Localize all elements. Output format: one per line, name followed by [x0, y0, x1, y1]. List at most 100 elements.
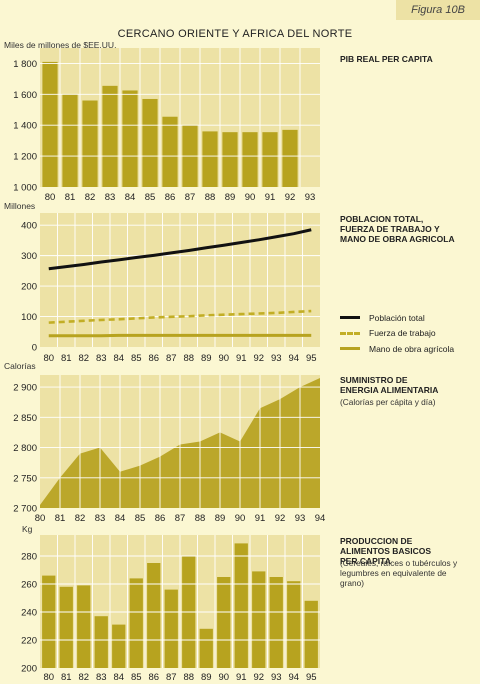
chart3-xtick-label-91: 91: [255, 513, 266, 524]
chart3-xtick-label-93: 93: [295, 513, 306, 524]
chart1-xtick-label-82: 82: [85, 192, 96, 203]
chart1-bar-82: [82, 100, 98, 187]
chart2-xtick-label-92: 92: [253, 353, 264, 364]
chart4-bar-81: [59, 586, 73, 668]
chart1-xtick-label-90: 90: [245, 192, 256, 203]
legend-item-population: Población total: [340, 310, 454, 326]
chart2-legend: Población total Fuerza de trabajo Mano d…: [340, 310, 454, 357]
chart4-subtitle: (Cereales, raíces o tubérculos y legumbr…: [340, 558, 458, 588]
chart3-subtitle: (Calorías per cápita y día): [340, 397, 436, 407]
chart4-xtick-label-90: 90: [218, 672, 229, 683]
chart3-xtick-label-83: 83: [95, 513, 106, 524]
chart2-xtick-label-80: 80: [43, 353, 54, 364]
chart3-ytick-label: 2 900: [13, 383, 37, 394]
legend-item-labor: Fuerza de trabajo: [340, 326, 454, 342]
chart4-ytick-label: 280: [21, 552, 37, 563]
chart4-bar-93: [269, 577, 283, 668]
chart2-xtick-label-93: 93: [271, 353, 282, 364]
chart4-ytick-label: 200: [21, 664, 37, 675]
chart1-xtick-label-91: 91: [265, 192, 276, 203]
chart2-xtick-label-91: 91: [236, 353, 247, 364]
chart2-xtick-label-86: 86: [148, 353, 159, 364]
chart3-xtick-label-94: 94: [315, 513, 326, 524]
chart4-xtick-label-92: 92: [253, 672, 264, 683]
chart1-ytick-label: 1 000: [13, 183, 37, 194]
page-title: CERCANO ORIENTE Y AFRICA DEL NORTE: [117, 28, 353, 40]
chart1-xtick-label-84: 84: [125, 192, 136, 203]
chart2-xtick-label-81: 81: [61, 353, 72, 364]
chart4-bar-83: [94, 616, 108, 668]
chart3-xtick-label-80: 80: [35, 513, 46, 524]
chart3-ytick-label: 2 750: [13, 473, 37, 484]
chart1-title: PIB REAL PER CAPITA: [340, 54, 433, 64]
chart3-xtick-label-85: 85: [135, 513, 146, 524]
chart1-bar-80: [42, 61, 58, 187]
chart2-line-labor: [48, 309, 312, 324]
chart2-ytick-label: 400: [21, 221, 37, 232]
chart4-xtick-label-84: 84: [113, 672, 124, 683]
chart3-xtick-label-86: 86: [155, 513, 166, 524]
chart2-title: POBLACION TOTAL, FUERZA DE TRABAJO Y MAN…: [340, 214, 455, 244]
chart2-xtick-label-82: 82: [78, 353, 89, 364]
chart4-xtick-label-80: 80: [43, 672, 54, 683]
chart1-xtick-label-89: 89: [225, 192, 236, 203]
chart1-bar-83: [102, 85, 118, 187]
chart3-xtick-label-88: 88: [195, 513, 206, 524]
chart4-bar-91: [234, 543, 248, 668]
chart4-bar-85: [129, 578, 143, 668]
chart2-xtick-label-83: 83: [96, 353, 107, 364]
chart1-xtick-label-81: 81: [65, 192, 76, 203]
figure-label: Figura 10B: [396, 0, 480, 20]
chart4-ytick-label: 260: [21, 580, 37, 591]
chart3-xtick-label-89: 89: [215, 513, 226, 524]
chart4-bar-90: [217, 577, 231, 668]
chart1-xtick-label-83: 83: [105, 192, 116, 203]
chart1-ytick-label: 1 800: [13, 59, 37, 70]
chart3-xtick-label-92: 92: [275, 513, 286, 524]
chart2-ytick-label: 200: [21, 282, 37, 293]
chart1-bar-89: [222, 132, 238, 187]
chart2-xtick-label-94: 94: [288, 353, 299, 364]
chart4-bar-84: [112, 624, 126, 668]
chart1-xtick-label-80: 80: [45, 192, 56, 203]
chart4-bar-89: [199, 628, 213, 668]
chart4-xtick-label-89: 89: [201, 672, 212, 683]
chart4-xtick-label-91: 91: [236, 672, 247, 683]
chart4-xtick-label-88: 88: [183, 672, 194, 683]
chart1-bar-85: [142, 98, 158, 187]
legend-label-agri: Mano de obra agrícola: [369, 343, 455, 354]
chart4-bar-92: [252, 571, 266, 668]
chart4-bar-94: [287, 581, 301, 668]
chart3-ytick-label: 2 800: [13, 443, 37, 454]
chart1-xtick-label-87: 87: [185, 192, 196, 203]
chart1-bar-81: [62, 94, 78, 187]
chart2-xtick-label-90: 90: [218, 353, 229, 364]
chart2-xtick-label-85: 85: [131, 353, 142, 364]
chart2-line-population: [48, 228, 312, 271]
chart4-title: PRODUCCION DE ALIMENTOS BASICOS PER CAPI…: [340, 536, 431, 566]
chart1-bar-86: [162, 116, 178, 187]
chart4-bar-86: [147, 563, 161, 668]
chart3-ylabel: Calorías: [4, 361, 36, 371]
chart1-ylabel: Miles de millones de $EE.UU.: [4, 40, 117, 50]
chart1-bar-90: [242, 132, 258, 187]
chart4-bar-82: [77, 585, 91, 668]
chart1-xtick-label-85: 85: [145, 192, 156, 203]
legend-label-population: Población total: [369, 312, 425, 323]
chart1-ytick-label: 1 400: [13, 121, 37, 132]
chart3-area: [40, 378, 320, 508]
chart1-bar-92: [282, 129, 298, 187]
chart2-ytick-label: 100: [21, 312, 37, 323]
chart1-ytick-label: 1 600: [13, 90, 37, 101]
chart4-xtick-label-94: 94: [288, 672, 299, 683]
legend-swatch-population: [340, 316, 360, 320]
chart3-title: SUMINISTRO DE ENERGIA ALIMENTARIA: [340, 375, 439, 395]
chart4-ytick-label: 220: [21, 636, 37, 647]
chart2-xtick-label-87: 87: [166, 353, 177, 364]
chart4-xtick-label-93: 93: [271, 672, 282, 683]
chart3-ytick-label: 2 700: [13, 504, 37, 515]
legend-label-labor: Fuerza de trabajo: [369, 328, 436, 339]
chart4-xtick-label-95: 95: [306, 672, 317, 683]
legend-item-agri: Mano de obra agrícola: [340, 341, 454, 357]
